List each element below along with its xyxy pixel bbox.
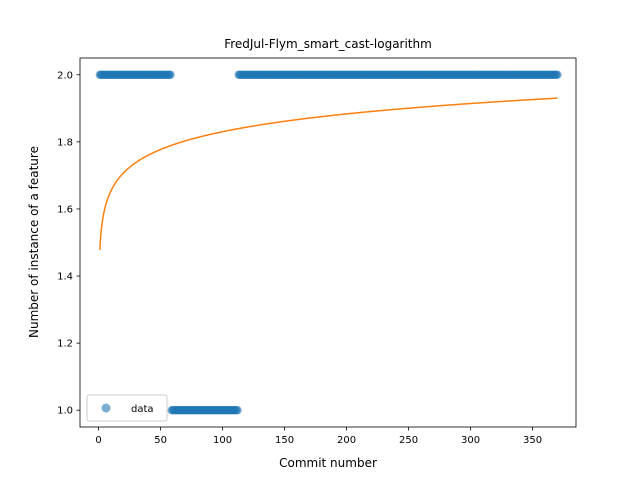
data-point bbox=[233, 406, 242, 415]
x-tick-label: 100 bbox=[213, 435, 232, 446]
fit-line bbox=[99, 97, 558, 250]
axes-frame bbox=[79, 57, 577, 428]
y-tick-label: 1.0 bbox=[57, 406, 73, 417]
y-axis-label: Number of instance of a feature bbox=[27, 146, 41, 338]
y-tick-label: 1.2 bbox=[57, 339, 73, 350]
x-axis-label: Commit number bbox=[279, 456, 377, 470]
data-point bbox=[553, 70, 562, 79]
legend-marker-data bbox=[101, 403, 111, 413]
x-tick-label: 250 bbox=[399, 435, 418, 446]
y-tick-label: 2.0 bbox=[57, 70, 73, 81]
legend-box bbox=[86, 394, 168, 422]
x-tick-label: 50 bbox=[154, 435, 167, 446]
y-tick-label: 1.8 bbox=[57, 137, 73, 148]
x-tick-label: 150 bbox=[275, 435, 294, 446]
x-tick-label: 200 bbox=[337, 435, 356, 446]
data-point bbox=[166, 70, 175, 79]
y-tick-label: 1.6 bbox=[57, 204, 73, 215]
chart-title: FredJul-Flym_smart_cast-logarithm bbox=[224, 37, 432, 51]
x-tick-label: 300 bbox=[461, 435, 480, 446]
legend: data bbox=[86, 394, 168, 422]
x-tick-label: 0 bbox=[95, 435, 101, 446]
plot-marks bbox=[95, 70, 562, 415]
axes: 0 50 100 150 200 250 300 350 1.0 1.2 1.4 1.6 1.8 2.0 bbox=[57, 57, 577, 446]
x-tick-label: 350 bbox=[523, 435, 542, 446]
y-tick-label: 1.4 bbox=[57, 272, 73, 283]
legend-label-data: data bbox=[131, 404, 154, 415]
